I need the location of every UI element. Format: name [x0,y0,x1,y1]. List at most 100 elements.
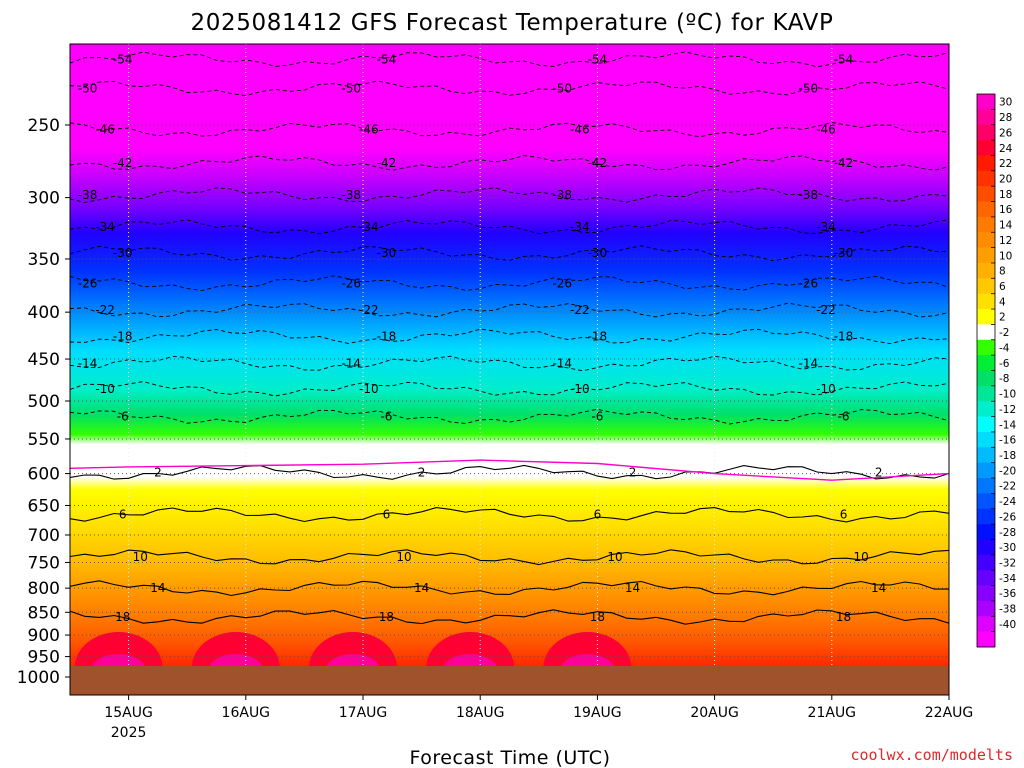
colorbar-swatch [977,616,995,632]
isotherm-line [70,507,949,523]
y-tick-label: 800 [28,579,60,599]
isotherm-line [70,549,949,566]
colorbar-label: -38 [999,604,1016,616]
colorbar-swatch [977,600,995,617]
y-tick-label: 950 [28,648,60,668]
isotherm-label: -14 [78,356,98,370]
isotherm-label: -54 [377,52,397,66]
isotherm-label: -26 [341,276,361,290]
colorbar-label: -36 [999,588,1016,600]
colorbar-swatch [977,309,995,325]
isotherm-label: -38 [799,188,819,202]
colorbar-swatch [977,140,995,156]
y-tick-label: 250 [28,116,60,136]
isotherm-label: -10 [570,382,590,396]
isotherm-contours: -54 -54 -54 -54 -50 -50 -50 -50 -46 -46 -46 -46 -42 -… [70,51,949,625]
isotherm-label: 10 [853,550,868,564]
y-tick-label: 700 [28,526,60,546]
isotherm-label: -54 [588,52,608,66]
isotherm-label: 18 [379,610,394,624]
isotherm-label: -42 [834,156,854,170]
isotherm-label: -34 [359,220,379,234]
isotherm-label: -18 [834,329,854,343]
isotherm-label: 10 [133,550,148,564]
isotherm-label: 18 [836,610,851,624]
x-tick-label: 17AUG [339,705,388,721]
isotherm-line [70,580,949,597]
isotherm-line [70,464,949,480]
isotherm-label: -46 [570,123,590,137]
isotherm-line [70,408,949,425]
y-tick-label: 600 [28,465,60,485]
isotherm-label: 6 [840,508,848,522]
y-tick-label: 1000 [17,668,60,688]
isotherm-label: -38 [341,188,361,202]
colorbar-label: -26 [999,511,1016,523]
colorbar-label: -28 [999,527,1016,539]
isotherm-line [70,245,949,262]
isotherm-line [70,275,949,292]
colorbar-swatch [977,416,995,433]
x-tick-label: 22AUG [925,705,974,721]
colorbar-label: -12 [999,404,1016,416]
isotherm-line [70,381,949,397]
isotherm-label: -6 [117,410,129,424]
isotherm-label: 14 [871,581,886,595]
colorbar-swatch [977,401,995,417]
colorbar-label: -18 [999,450,1016,462]
isotherm-label: -54 [113,52,133,66]
isotherm-label: -50 [78,81,98,95]
isotherm-label: -50 [799,81,819,95]
y-axis: 250 300 350 400 450 500 550 600 650 700 750 800 850 9… [17,116,70,688]
colorbar-swatch [977,232,995,248]
isotherm-label: -22 [570,303,590,317]
colorbar-swatch [977,478,995,494]
plot-frame [69,43,950,696]
isotherm-label: -10 [816,382,836,396]
isotherm-label: -22 [816,303,836,317]
isotherm-label: -46 [359,123,379,137]
colorbar-label: 10 [999,250,1012,262]
isotherm-label: -30 [113,246,133,260]
isotherm-label: -30 [834,246,854,260]
isotherm-label: -18 [113,329,133,343]
isotherm-label: -6 [380,410,392,424]
isotherm-label: -10 [95,382,115,396]
isotherm-label: 18 [590,610,605,624]
colorbar-swatch [977,216,995,233]
colorbar-label: -8 [999,373,1009,385]
colorbar-swatch [977,539,995,556]
colorbar-swatch [977,355,995,371]
colorbar-swatch [977,201,995,218]
isotherm-label: -26 [78,276,98,290]
isotherm-label: -42 [588,156,608,170]
colorbar-swatch [977,262,995,279]
colorbar-label: 6 [999,281,1006,293]
isotherm-line [70,155,949,171]
isotherm-label: 14 [414,581,429,595]
colorbar-swatch [977,370,995,387]
colorbar-label: -16 [999,435,1016,447]
x-tick-label: 18AUG [456,705,505,721]
colorbar-label: 18 [999,189,1012,201]
colorbar-swatch [977,186,995,202]
y-tick-label: 400 [28,303,60,323]
colorbar-swatch [977,247,995,264]
colorbar-swatch [977,554,995,571]
isotherm-label: 2 [629,465,637,479]
colorbar-swatch [977,570,995,586]
isotherm-label: 2 [154,465,162,479]
colorbar-label: -10 [999,389,1016,401]
isotherm-label: -42 [377,156,397,170]
isotherm-label: 6 [119,508,127,522]
colorbar-swatch [977,155,995,172]
isotherm-label: -30 [377,246,397,260]
colorbar-label: -30 [999,542,1016,554]
colorbar-swatch [977,94,995,110]
colorbar-label: 16 [999,204,1013,216]
colorbar-swatch [977,385,995,402]
isotherm-label: 18 [115,610,130,624]
isotherm-label: -6 [838,410,850,424]
colorbar-label: -20 [999,465,1016,477]
colorbar-swatch [977,293,995,310]
